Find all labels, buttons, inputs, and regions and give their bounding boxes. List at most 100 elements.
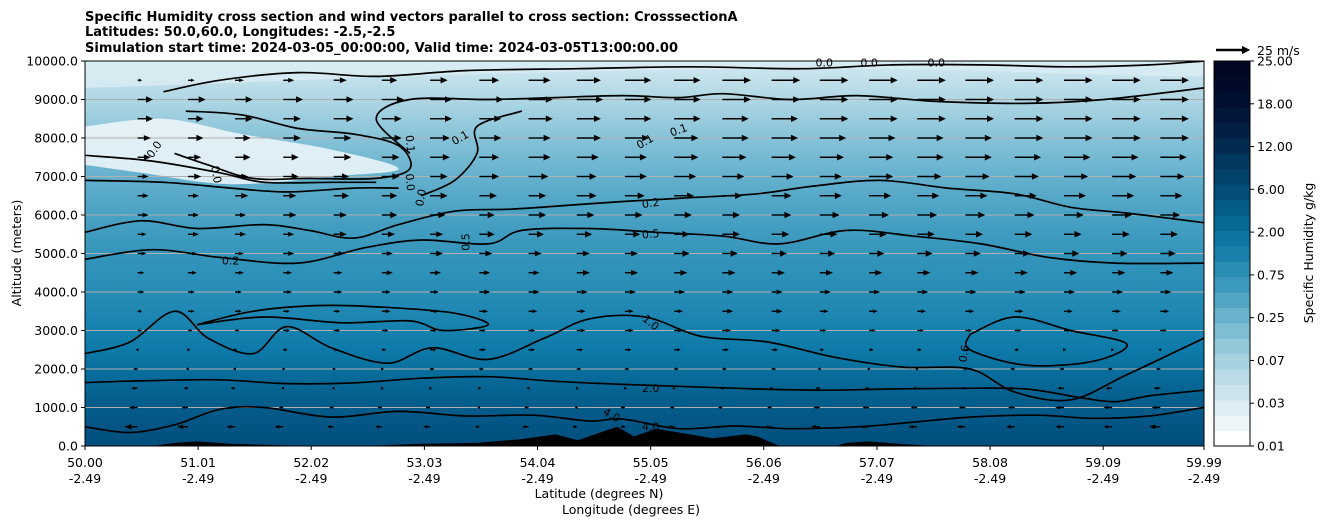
wind-vector-head [1175,192,1183,199]
wind-vector-head [337,270,343,275]
wind-vector-head [388,231,396,238]
wind-vector [327,425,334,429]
wind-vector [283,251,295,256]
colorbar-band-1 [1214,415,1250,432]
wind-vector [1059,367,1064,371]
wind-vector [381,251,393,256]
wind-vector [819,269,833,276]
terrain [85,426,1204,446]
y-tick-label-0: 0.0 [58,439,78,454]
wind-vector-head [1070,269,1078,276]
wind-vector [331,386,335,390]
wind-vector-head [344,134,352,142]
wind-vector [910,405,918,410]
x-tick-lat-label-10: 59.99 [1186,455,1222,470]
wind-vector [869,211,889,219]
wind-vector [917,115,946,122]
wind-vector-head [392,173,400,180]
wind-vector-head [1036,96,1044,103]
wind-vector-head [739,154,747,161]
wind-vector-head [474,425,478,429]
wind-vector [528,77,551,84]
wind-vector [188,328,193,333]
wind-vector-head [870,348,874,352]
wind-vector [235,328,240,333]
wind-vector-head [927,231,935,238]
wind-vector-head [776,289,783,295]
wind-vector [965,115,995,122]
wind-vector-head [440,77,448,84]
wind-vector [1160,192,1183,199]
colorbar-band-4 [1214,369,1250,385]
wind-vector-head [1055,424,1061,429]
wind-vector [528,173,549,180]
wind-vector-head [773,367,777,371]
wind-vector-head [890,115,898,122]
wind-vector [869,154,894,161]
wind-vector-head [293,115,301,122]
wind-vector [283,96,304,103]
wind-vector-head [1133,134,1141,142]
wind-vector-head [580,328,586,333]
wind-vector-head [494,115,502,122]
wind-vector [188,134,204,142]
wind-vector [674,367,679,371]
wind-vector [381,96,404,103]
wind-vector-head [487,211,495,219]
x-tick-lat-label-4: 54.04 [520,455,556,470]
wind-vector-head [589,192,597,199]
wind-vector [1151,405,1161,410]
wind-vector [671,386,675,390]
wind-vector-head [987,115,995,122]
wind-vector [226,424,236,429]
wind-vector [429,154,450,161]
wind-vector-head [492,77,500,84]
wind-vector-head [187,348,191,352]
wind-vector [917,231,935,238]
wind-vector [869,173,894,180]
wind-vector [917,250,933,257]
wind-vector [188,173,202,180]
wind-vector-head [633,231,641,238]
wind-vector-head [296,96,304,103]
wind-vector-head [923,269,931,276]
wind-vector [429,290,439,294]
wind-vector-head [432,348,437,352]
colorbar-band-19 [1214,138,1250,154]
wind-vector-head [1151,405,1157,410]
wind-vector [771,269,785,276]
wind-vector [669,405,675,410]
wind-vector-head [442,134,450,142]
wind-vector [479,289,491,295]
wind-vector [1014,154,1042,161]
wind-vector-head [982,173,990,180]
wind-vector-head [1115,328,1119,333]
wind-vector [576,309,586,314]
wind-vector-head [725,348,729,352]
wind-vector-head [442,154,450,161]
wind-vector-head [971,269,979,276]
wind-vector [908,424,918,429]
colorbar-frame [1213,60,1251,447]
wind-vector [620,425,625,429]
wind-vector-head [478,386,482,390]
wind-vector-head [936,134,944,142]
wind-vector-head [485,250,493,257]
wind-vector [181,405,189,410]
wind-vector-head [281,386,285,390]
wind-vector [528,115,553,122]
x-tick-lat-label-0: 50.00 [67,455,103,470]
wind-vector [183,386,189,390]
wind-vector [869,192,892,199]
wind-vector-head [682,250,690,257]
wind-vector [965,77,995,84]
wind-vector [576,192,597,199]
wind-vector-head [575,386,579,390]
wind-vector-head [327,425,331,429]
wind-vector [771,192,792,199]
wind-vector-head [675,367,679,371]
wind-vector-head [784,192,792,199]
wind-vector [137,115,154,122]
wind-vector [717,405,723,410]
wind-vector [283,115,301,122]
